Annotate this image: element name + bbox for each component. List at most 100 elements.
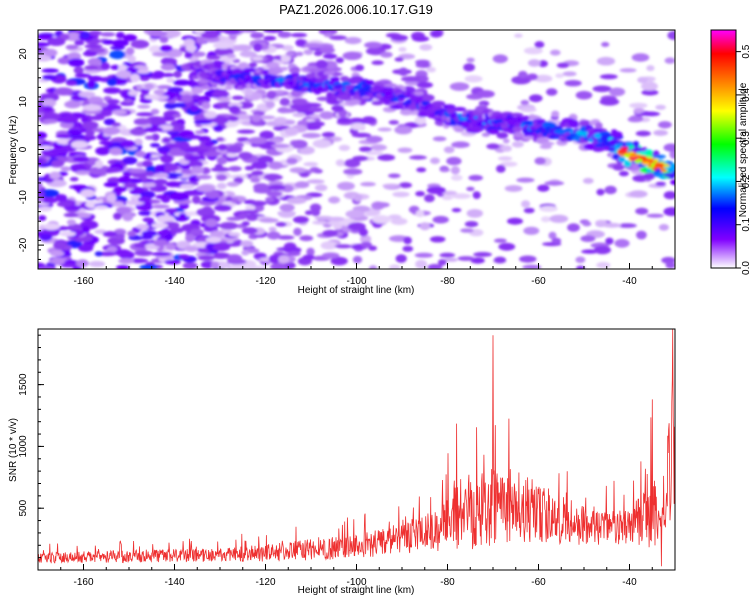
spectrogram-cell (181, 94, 193, 103)
spectrogram-cell (113, 212, 122, 220)
spectrogram-cell (402, 245, 414, 252)
spectrogram-cell (520, 100, 530, 105)
y-tick-label: -20 (18, 237, 29, 252)
y-tick-label: 20 (18, 48, 29, 60)
spectrogram-cell (192, 195, 201, 204)
spectrogram-cell (64, 100, 81, 109)
spectrogram-cell (155, 194, 167, 199)
spectrogram-cell (305, 73, 316, 79)
spectrogram-cell (653, 164, 660, 169)
spectrogram-cell (328, 216, 345, 222)
spectrogram-cell (41, 196, 58, 204)
spectrogram-cell (239, 50, 257, 58)
spectrogram-cell (135, 112, 155, 117)
spectrogram-cell (139, 235, 154, 240)
spectrogram-cell (63, 212, 79, 218)
spectrogram-cell (278, 210, 296, 218)
spectrogram-cell (460, 228, 474, 233)
spectrogram-cell (216, 156, 228, 165)
spectrogram-cell (215, 174, 228, 181)
spectrogram-cell (575, 256, 586, 264)
spectrogram-cell (289, 167, 307, 174)
spectrogram-cell (335, 159, 345, 167)
spectrogram-cell (519, 255, 537, 263)
spectrogram-cell (414, 252, 434, 258)
spectrogram-cell (492, 54, 508, 64)
spectrogram-cell (123, 34, 138, 42)
spectrogram-cell (65, 80, 77, 86)
spectrogram-cell (47, 37, 66, 46)
spectrogram-cell (180, 183, 195, 190)
spectrogram-cell (60, 166, 71, 172)
spectrogram-cell (293, 227, 302, 236)
spectrogram-cell (87, 80, 96, 89)
spectrogram-cell (150, 108, 160, 115)
spectrogram-cell (568, 119, 579, 127)
spectrogram-cell (137, 196, 152, 203)
spectrogram-cell (642, 173, 655, 180)
spectrogram-cell (205, 236, 222, 244)
spectrogram-cell (51, 159, 65, 167)
spectrogram-cell (446, 107, 456, 115)
spectrogram-cell (156, 85, 172, 90)
x-tick-label: -140 (164, 577, 184, 588)
spectrogram-cell (248, 62, 258, 68)
spectrogram-cell (498, 242, 516, 251)
spectrogram-cell (431, 100, 446, 107)
spectrogram-cell (53, 87, 74, 96)
spectrogram-cell (374, 202, 390, 208)
spectrogram-cell (481, 132, 491, 137)
spectrogram-cell (364, 41, 383, 49)
spectrogram-cell (280, 54, 291, 63)
spectrogram-cell (323, 32, 334, 38)
spectrogram-cell (377, 154, 396, 161)
spectrogram-cell (623, 154, 630, 158)
spectrogram-cell (80, 189, 96, 198)
spectrogram-cell (134, 250, 154, 257)
spectrogram-cell (226, 258, 247, 265)
spectrogram-cell (312, 220, 328, 225)
spectrogram-cell (303, 49, 314, 55)
spectrogram-cell (646, 65, 655, 72)
spectrogram-cell (228, 105, 240, 114)
spectrogram-cell (520, 107, 537, 113)
spectrogram-cell (251, 170, 264, 176)
spectrogram-cell (500, 161, 518, 167)
spectrogram-cell (165, 181, 182, 188)
spectrogram-cell (497, 156, 513, 161)
spectrogram-cell (579, 120, 592, 127)
spectrogram-cell (236, 137, 250, 142)
spectrogram-cell (135, 150, 146, 158)
spectrogram-cell (275, 222, 287, 227)
spectrogram-cell (49, 257, 69, 266)
spectrogram-cell (486, 143, 500, 150)
spectrogram-cell (313, 50, 323, 57)
spectrogram-cell (213, 124, 224, 132)
spectrogram-cell (69, 177, 79, 182)
spectrogram-cell (225, 84, 233, 91)
spectrogram-cell (299, 172, 310, 178)
spectrogram-cell (42, 112, 61, 122)
spectrogram-cell (98, 140, 113, 145)
spectrogram-cell (527, 59, 541, 67)
spectrogram-cell (550, 49, 561, 56)
spectrogram-cell (67, 223, 83, 232)
spectrogram-cell (372, 215, 391, 224)
spectrogram-cell (413, 91, 424, 96)
spectrogram-cell (655, 181, 666, 186)
spectrogram-cell (295, 51, 304, 57)
snr-line (38, 329, 675, 567)
spectrogram-cell (658, 121, 672, 129)
spectrogram-cell (196, 184, 215, 193)
spectrogram-cell (596, 56, 616, 66)
spectrogram-cell (540, 216, 551, 223)
spectrogram-cell (329, 35, 347, 40)
y-tick-label: 1000 (18, 435, 29, 458)
spectrogram-cell (501, 145, 512, 152)
spectrogram-cell (267, 231, 281, 240)
spectrogram-cell (359, 146, 372, 152)
spectrogram-cell (122, 212, 134, 222)
spectrogram-cell (208, 62, 215, 70)
spectrogram-cell (353, 193, 363, 202)
y-tick-label: -10 (18, 190, 29, 205)
